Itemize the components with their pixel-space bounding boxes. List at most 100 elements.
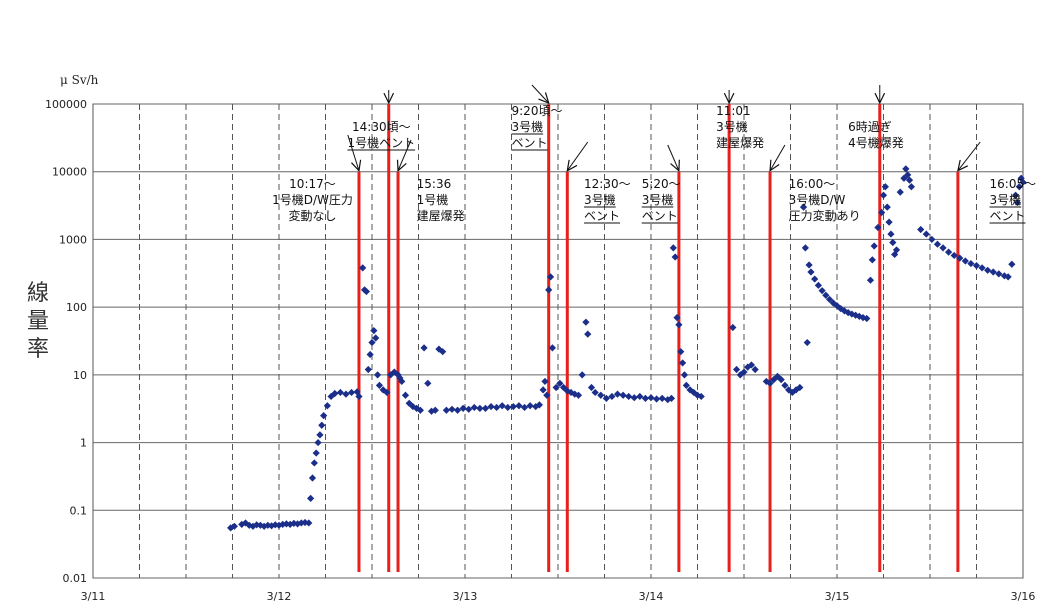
data-point [811,275,819,283]
data-point [866,276,875,284]
data-point [852,311,860,319]
y-axis-label-char: 線 [27,281,49,306]
data-point [870,242,878,250]
data-point [431,406,439,414]
data-point [1004,273,1012,281]
data-point [792,386,800,394]
data-point [636,392,644,401]
annotation-text: 10:17～ [289,177,336,191]
data-point [424,379,432,387]
data-point [442,406,450,414]
data-point [822,291,830,299]
x-tick-label: 3/14 [639,590,664,603]
data-point [874,223,882,232]
data-point [420,344,428,352]
annotation-arrow [397,139,412,171]
data-point [543,391,551,399]
annotation-text: 建屋爆発 [716,136,764,150]
data-point [379,386,387,394]
data-point [729,323,737,332]
event-annotations: 10:17～1号機D/W圧力変動なし14:30頃～1号機ベント15:361号機建… [272,84,1037,224]
data-point [427,407,436,415]
data-point [597,391,605,399]
data-point [578,371,586,379]
data-point [807,268,815,276]
annotation-arrowhead [874,92,886,105]
data-points [227,165,1027,532]
annotation-text: 変動なし [288,208,336,223]
data-point [526,402,534,410]
annotation-arrowhead [723,92,735,105]
data-point [342,390,350,398]
data-point [398,377,406,386]
data-point [602,394,610,402]
data-point [364,365,372,374]
data-point [520,403,529,412]
data-point [563,387,571,395]
data-point [693,391,702,399]
data-point [476,404,484,412]
x-tick-label: 3/16 [1011,590,1036,603]
data-point [917,225,925,234]
data-point [885,218,893,226]
data-point [320,412,328,420]
data-point [584,330,592,338]
data-point [837,305,845,313]
data-point [679,359,687,367]
data-point [387,371,395,379]
data-point [396,374,404,382]
data-point [904,171,912,179]
annotation-text: 1号機ベント [347,135,415,150]
data-point [863,314,871,323]
data-point [498,402,506,410]
data-point [747,361,756,369]
data-point [465,405,473,413]
annotation-text: 11:01 [716,104,751,118]
data-point [545,286,553,294]
data-point [515,402,523,410]
data-point [546,273,555,281]
annotation-text: 15:36 [417,177,452,191]
data-point [253,521,261,529]
data-point [613,390,622,398]
data-point [891,250,899,259]
data-point [264,521,272,529]
data-point [305,519,313,527]
data-point [487,402,495,411]
data-point [1008,260,1016,268]
annotation-arrowhead [351,159,362,173]
data-point [677,348,685,356]
data-point [675,321,683,329]
annotation-text: 建屋爆発 [417,209,465,223]
data-point [855,312,863,320]
x-axis-ticks: 3/11 3/12 3/13 3/14 3/15 3/16 [81,590,1036,603]
data-point [286,520,294,528]
annotation-text: 1号機 [417,192,449,207]
data-point [375,381,384,389]
x-tick-label: 3/15 [825,590,850,603]
annotation-text: 16:05～ [990,177,1037,191]
annotation-text: 9:20頃～ [512,104,563,118]
y-axis-label: 線量率 [27,281,49,362]
data-point [1013,198,1022,207]
data-point [939,244,947,252]
data-point [641,394,650,402]
data-point [587,383,596,392]
annotation-arrowhead [383,92,395,105]
data-point [453,406,462,414]
annotation-arrow [667,144,680,171]
y-tick-label: 0.1 [70,504,88,517]
data-point [833,302,841,310]
data-point [796,383,804,392]
annotation-arrow [531,84,550,104]
annotation-arrowhead [957,159,969,172]
annotation-text: 3号機 [716,119,748,134]
annotation-text: 16:00～ [789,177,836,191]
data-point [582,318,590,326]
annotation-arrow [957,141,981,172]
y-tick-label: 10 [73,369,87,382]
annotation-text: 5:20～ [642,177,681,191]
data-point [883,203,891,211]
data-point [773,372,782,380]
data-point [362,287,371,296]
